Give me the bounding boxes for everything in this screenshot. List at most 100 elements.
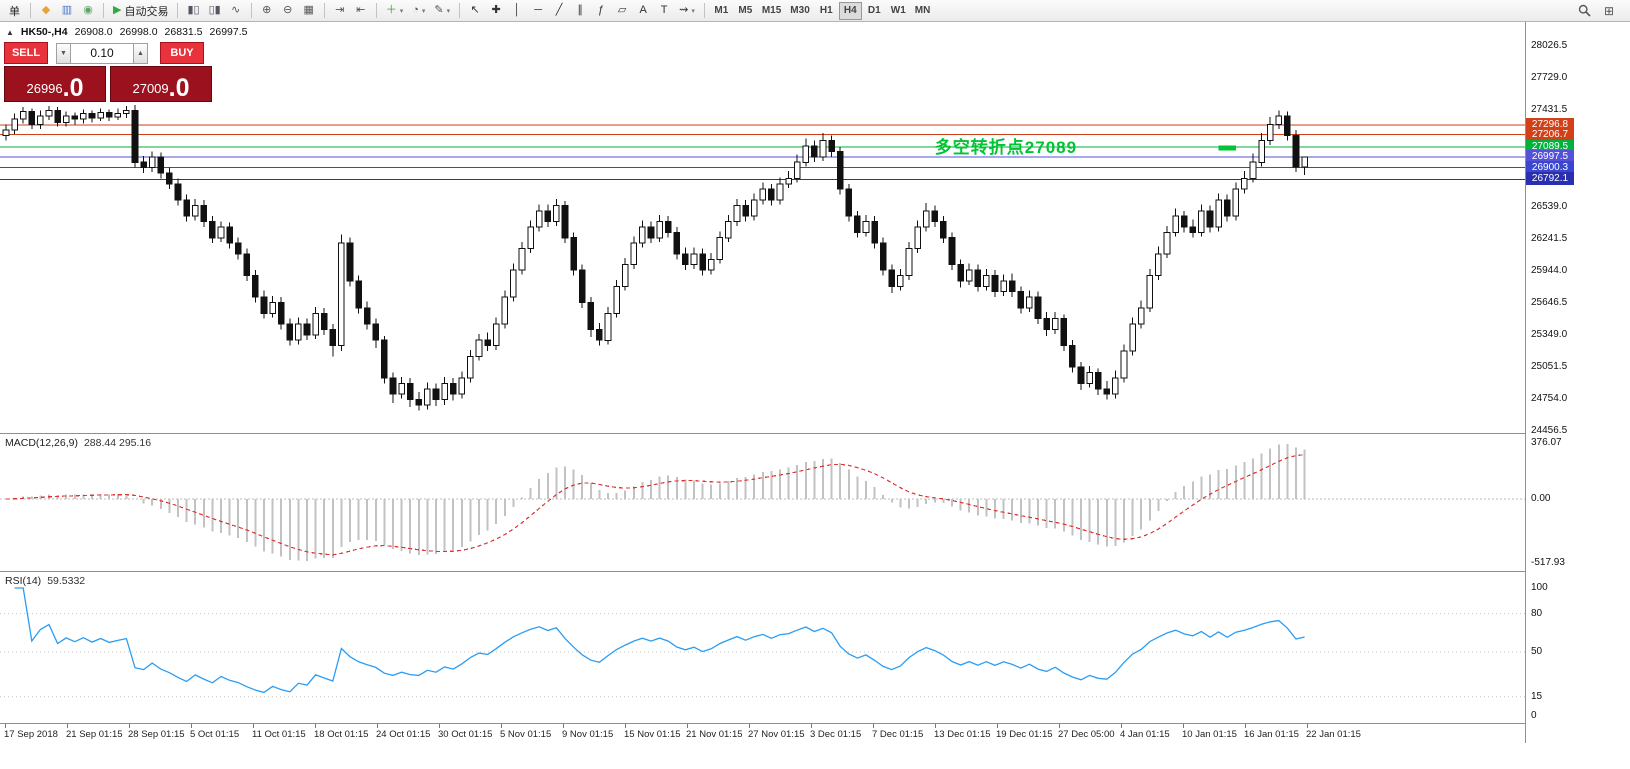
channel-icon[interactable]: ∥ [570,1,590,21]
time-tick [439,724,440,728]
rsi-line [14,587,1305,694]
bear-candle [329,328,337,347]
chart-window[interactable]: ▲ HK50-,H4 26908.0 26998.0 26831.5 26997… [0,22,1630,769]
bull-candle [802,145,810,163]
label-icon[interactable]: T [654,1,674,21]
bear-candle [1069,345,1076,368]
text-icon[interactable]: A [633,1,653,21]
line-chart-icon[interactable]: ∿ [226,1,246,21]
search-icon[interactable] [1573,1,1595,21]
price-tick: 25944.0 [1531,264,1568,276]
trendline-icon[interactable]: ╱ [549,1,569,21]
time-label: 10 Jan 01:15 [1182,729,1237,740]
buy-button[interactable]: BUY [160,42,204,64]
new-order-icon[interactable]: ◆ [36,1,56,21]
auto-scroll-icon[interactable]: ⇥ [330,1,350,21]
sell-button[interactable]: SELL [4,42,48,64]
bull-candle [1232,188,1240,217]
bull-candle [1155,253,1162,276]
horizontal-line-icon[interactable]: ─ [528,1,548,21]
time-label: 22 Jan 01:15 [1306,729,1361,740]
autotrading-button[interactable]: ▶ 自动交易 [109,1,172,21]
bull-candle [690,253,698,266]
chart-annotation[interactable]: 多空转折点27089 [934,138,1078,157]
timeframe-m5-button[interactable]: M5 [734,2,757,20]
bull-candle [862,221,870,233]
sell-price-button[interactable]: 26996.0 [4,66,106,102]
time-scale[interactable]: 17 Sep 2018 21 Sep 01:15 28 Sep 01:15 5 Oct… [0,723,1525,743]
lot-decrease-button[interactable]: ▼ [56,42,71,64]
market-watch-icon[interactable]: ▥ [57,1,77,21]
zoom-out-icon[interactable]: ⊖ [278,1,298,21]
bear-candle [1206,210,1214,228]
bear-candle [1292,134,1300,168]
indicators-icon[interactable]: ＋ ▾ [382,1,408,21]
price-chart-panel[interactable]: ▲ HK50-,H4 26908.0 26998.0 26831.5 26997… [0,22,1525,433]
time-tick [5,724,6,728]
order-menu-button[interactable]: 单 [4,1,25,21]
time-tick [377,724,378,728]
new-window-icon[interactable]: ⊞ [1598,1,1620,21]
price-tag: 26900.3 [1526,160,1574,174]
navigator-icon[interactable]: ◉ [78,1,98,21]
lot-increase-button[interactable]: ▲ [133,42,148,64]
timeframe-mn-button[interactable]: MN [911,2,935,20]
bull-candle [922,210,930,228]
bull-candle [897,275,904,287]
bull-candle [1051,318,1059,331]
price-tag: 26997.5 [1526,150,1574,164]
bear-candle [1008,280,1016,293]
rsi-scale-tick: 0 [1531,710,1537,721]
buy-price-button[interactable]: 27009.0 [110,66,212,102]
bear-candle [286,323,294,341]
candle-chart-icon[interactable]: ▯▮ [205,1,225,21]
bull-candle [914,226,921,250]
toolbar-separator [459,3,461,18]
quote-open: 26908.0 [74,26,113,38]
timeframe-h4-button[interactable]: H4 [838,1,862,20]
periods-icon[interactable]: ◔ ▾ [408,1,429,21]
shapes-icon[interactable]: ▱ [612,1,632,21]
time-tick [253,724,254,728]
timeframe-m15-button[interactable]: M15 [758,2,785,20]
one-click-toggle[interactable]: ▲ [6,28,14,37]
bear-candle [484,339,491,347]
cursor-icon[interactable]: ↖ [465,1,485,21]
zoom-in-icon[interactable]: ⊕ [257,1,277,21]
bull-candle [191,204,199,217]
fibonacci-icon[interactable]: ƒ [591,1,611,21]
bear-candle [105,112,113,118]
toolbar-right: ⊞ [1573,1,1626,21]
bull-candle [630,242,638,266]
price-scale[interactable]: 28026.5 27729.0 27431.5 26539.0 26241.5 25944… [1525,22,1630,743]
timeframe-h1-button[interactable]: H1 [815,2,838,20]
bear-candle [54,110,61,123]
vertical-line-icon[interactable]: │ [507,1,527,21]
bull-candle [965,269,973,282]
template-icon[interactable]: ✎ ▾ [430,1,454,21]
bear-candle [226,226,233,244]
bear-candle [88,113,96,119]
bull-candle [458,377,466,395]
bear-candle [363,307,371,325]
lot-size-input[interactable] [71,42,133,64]
timeframe-m1-button[interactable]: M1 [710,2,733,20]
bar-chart-icon[interactable]: ▮▯ [183,1,203,21]
timeframe-w1-button[interactable]: W1 [887,2,910,20]
arrows-icon[interactable]: ⇝ ▾ [675,1,699,21]
price-tick: 25646.5 [1531,296,1568,308]
timeframe-d1-button[interactable]: D1 [863,2,886,20]
bear-candle [355,280,362,309]
crosshair-icon[interactable]: ✚ [486,1,506,21]
rsi-indicator-panel[interactable]: RSI(14) 59.5332 [0,571,1525,723]
bear-candle [389,377,397,395]
chart-shift-icon[interactable]: ⇤ [351,1,371,21]
time-tick [997,724,998,728]
tile-windows-icon[interactable]: ▦ [299,1,319,21]
price-tick: 26241.5 [1531,232,1568,244]
price-tag: 27089.5 [1526,140,1574,154]
macd-signal-line [5,453,1305,556]
rsi-value: 59.5332 [47,575,86,587]
bear-candle [1223,199,1231,217]
timeframe-m30-button[interactable]: M30 [786,2,813,20]
